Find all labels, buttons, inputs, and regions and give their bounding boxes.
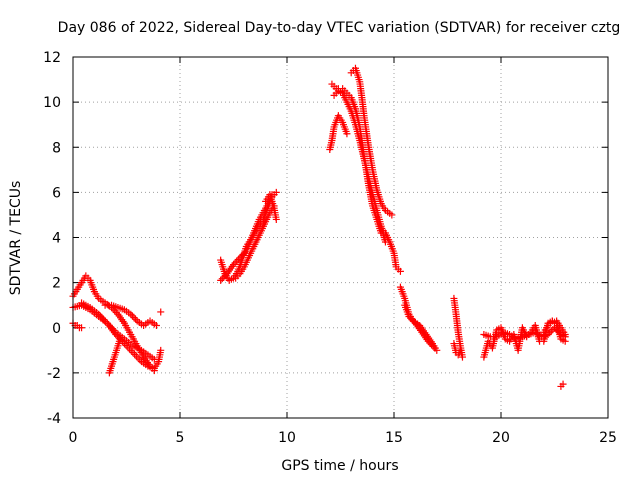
y-tick-label: 0: [52, 321, 61, 337]
series-trace-l: [330, 87, 389, 246]
y-tick-label: -4: [47, 411, 61, 427]
data-point: [408, 316, 416, 324]
y-tick-label: 10: [43, 95, 61, 111]
series-trace-j: [262, 191, 280, 223]
data-point: [230, 261, 237, 269]
data-point: [396, 267, 404, 275]
data-point: [429, 342, 437, 350]
y-tick-label: 2: [52, 276, 61, 292]
series-trace-n: [347, 64, 396, 219]
data-point: [424, 337, 432, 345]
data-point: [544, 331, 552, 339]
y-tick-label: 8: [52, 140, 61, 156]
data-point: [127, 310, 135, 318]
x-axis-label: GPS time / hours: [281, 458, 398, 474]
data-point: [405, 312, 413, 320]
y-tick-label: 12: [43, 50, 61, 66]
series-trace-c: [78, 299, 158, 363]
x-tick-label: 10: [278, 430, 296, 446]
y-tick-label: 4: [52, 231, 61, 247]
data-point: [343, 130, 351, 138]
series-trace-e: [105, 335, 124, 377]
data-point: [217, 276, 225, 284]
data-point: [554, 327, 562, 335]
data-point: [231, 259, 239, 267]
data-point: [552, 325, 560, 333]
y-axis-label: SDTVAR / TECUs: [8, 181, 24, 296]
series-trace-o: [377, 224, 404, 275]
data-point: [272, 188, 280, 196]
data-point: [427, 341, 435, 349]
data-point: [152, 321, 160, 329]
data-point: [456, 346, 464, 354]
axis-tick-labels: 0 5 10 15 20 25 -4 -2 0 2 4 6 8 10 12: [43, 50, 617, 446]
data-point: [551, 324, 558, 332]
data-point: [388, 211, 396, 219]
series-trace-v: [540, 317, 569, 339]
grid: [73, 57, 608, 418]
data-point: [78, 324, 86, 332]
x-tick-label: 0: [69, 430, 78, 446]
data-point: [458, 353, 466, 361]
data-point: [233, 257, 241, 265]
series-outlier-2: [557, 380, 567, 390]
data-point: [426, 339, 434, 347]
data-point: [547, 327, 555, 335]
series-trace-u: [480, 324, 569, 343]
plot-frame: [72, 56, 609, 419]
data-point: [157, 308, 165, 316]
y-tick-label: 6: [52, 185, 61, 201]
data-point: [431, 344, 439, 352]
data-point: [116, 335, 124, 343]
series-trace-s: [450, 340, 464, 359]
data-point: [561, 331, 569, 339]
data-points: [69, 64, 569, 390]
data-point: [272, 215, 280, 223]
series-outlier-1: [157, 308, 165, 316]
data-point: [132, 315, 140, 323]
data-point: [130, 314, 138, 322]
x-tick-label: 25: [599, 430, 617, 446]
data-point: [150, 355, 158, 363]
chart-title: Day 086 of 2022, Sidereal Day-to-day VTE…: [58, 20, 621, 36]
data-point: [128, 312, 136, 320]
series-trace-q: [401, 301, 439, 352]
x-tick-label: 5: [176, 430, 185, 446]
series-trace-m: [326, 112, 351, 154]
data-point: [111, 307, 119, 315]
data-point: [157, 346, 165, 354]
y-tick-label: -2: [47, 366, 61, 382]
x-tick-label: 20: [492, 430, 510, 446]
data-point: [546, 329, 554, 337]
x-tick-label: 15: [385, 430, 403, 446]
data-point: [559, 380, 567, 388]
data-point: [407, 314, 415, 322]
series-trace-d: [101, 301, 160, 329]
